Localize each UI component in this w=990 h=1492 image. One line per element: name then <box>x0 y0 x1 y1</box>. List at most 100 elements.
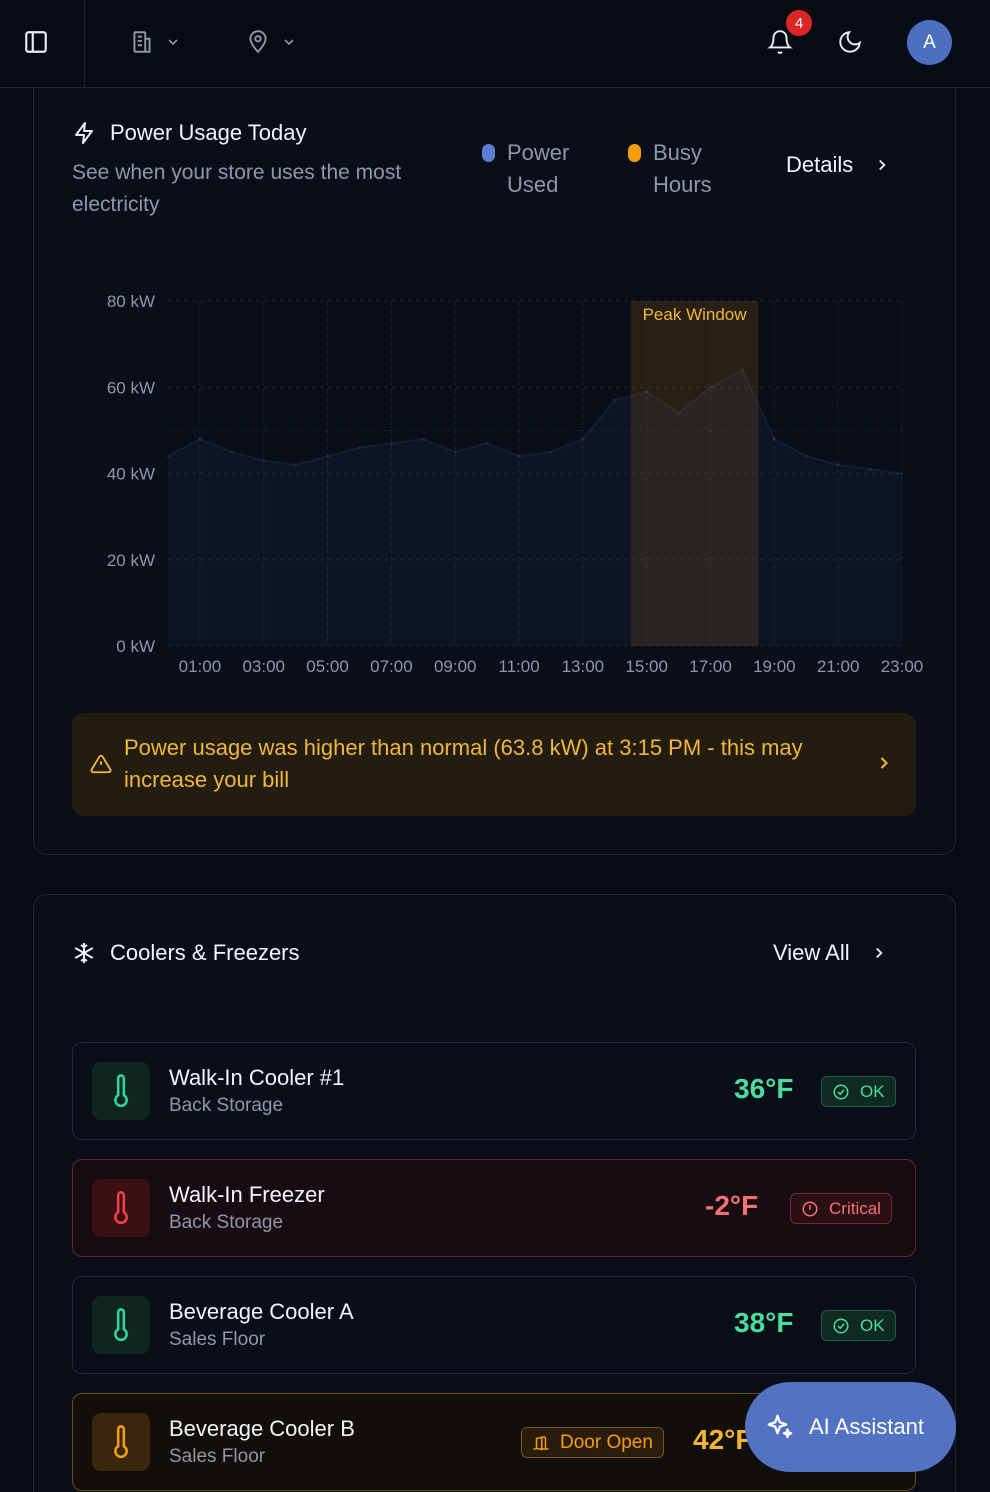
details-label: Details <box>786 152 854 177</box>
power-usage-subtitle: See when your store uses the most electr… <box>72 161 402 216</box>
legend-label: Busy Hours <box>653 140 712 197</box>
bell-icon <box>767 30 793 54</box>
power-usage-chart: Peak Window Threshold: 50 kW 80 kW 60 kW 40 … <box>107 292 924 676</box>
moon-icon <box>839 31 861 53</box>
legend-power-used: Power Used <box>482 137 587 201</box>
map-pin-icon <box>249 30 267 54</box>
cooler-icon-box <box>92 1296 150 1354</box>
x-tick-label: 09:00 <box>434 657 477 676</box>
x-tick-label: 19:00 <box>753 657 796 676</box>
cooler-row[interactable]: Walk-In Freezer Back Storage -2°F Critic… <box>72 1159 916 1257</box>
alert-circle-icon <box>802 1201 818 1216</box>
high-usage-alert[interactable]: Power usage was higher than normal (63.8… <box>72 713 916 816</box>
alert-message: Power usage was higher than normal (63.8… <box>124 735 803 792</box>
status-badge: OK <box>821 1310 896 1341</box>
status-label: Door Open <box>560 1431 653 1453</box>
y-tick-label: 0 kW <box>116 637 155 656</box>
thermometer-icon <box>114 1425 128 1459</box>
cooler-temperature: -2°F <box>705 1190 759 1221</box>
power-used-point <box>389 441 393 445</box>
y-tick-label: 40 kW <box>107 465 155 484</box>
snowflake-icon <box>74 943 94 963</box>
cooler-temperature: 38°F <box>734 1307 794 1338</box>
legend-busy-hours: Busy Hours <box>628 137 733 201</box>
avatar[interactable]: A <box>907 20 952 65</box>
ai-assistant-label: AI Assistant <box>809 1414 924 1439</box>
sidebar-toggle-button[interactable] <box>16 22 56 62</box>
thermometer-icon <box>114 1308 128 1342</box>
status-label: OK <box>860 1315 885 1335</box>
cooler-row[interactable]: Beverage Cooler A Sales Floor 38°F OK <box>72 1276 916 1374</box>
details-button[interactable]: Details <box>786 152 891 178</box>
chevron-down-icon <box>168 39 178 46</box>
peak-window-band <box>630 301 759 646</box>
power-used-point <box>294 463 298 467</box>
power-used-point <box>549 450 553 454</box>
status-badge: Door Open <box>521 1427 664 1458</box>
notifications-button[interactable] <box>760 22 800 62</box>
check-circle-icon <box>833 1084 849 1099</box>
store-selector[interactable] <box>120 22 190 62</box>
view-all-button[interactable]: View All <box>773 940 888 966</box>
top-bar: 4 A <box>0 0 990 88</box>
cooler-temperature: 42°F <box>693 1424 753 1455</box>
legend-label: Power Used <box>507 140 570 197</box>
cooler-location: Back Storage <box>169 1212 284 1233</box>
peak-window-label: Peak Window <box>643 305 748 324</box>
sidebar-toggle-icon <box>25 31 47 53</box>
x-tick-label: 23:00 <box>881 657 924 676</box>
power-used-point <box>613 398 617 402</box>
power-used-point <box>357 446 361 450</box>
topbar-divider <box>84 0 85 88</box>
status-label: Critical <box>829 1198 881 1218</box>
lightning-icon <box>75 122 93 144</box>
sparkles-icon <box>767 1414 793 1439</box>
cooler-name: Beverage Cooler A <box>169 1299 354 1324</box>
y-tick-label: 80 kW <box>107 292 155 311</box>
power-used-area <box>168 370 902 646</box>
power-used-point <box>262 459 266 463</box>
cooler-name: Walk-In Cooler #1 <box>169 1065 345 1090</box>
x-tick-label: 17:00 <box>689 657 732 676</box>
warning-icon <box>90 754 112 774</box>
power-used-point <box>517 454 521 458</box>
y-tick-label: 20 kW <box>107 551 155 570</box>
power-used-point <box>421 437 425 441</box>
cooler-row[interactable]: Walk-In Cooler #1 Back Storage 36°F OK <box>72 1042 916 1140</box>
status-label: OK <box>860 1081 885 1101</box>
power-used-point <box>740 368 744 372</box>
thermometer-icon <box>114 1191 128 1225</box>
x-tick-label: 01:00 <box>179 657 222 676</box>
cooler-location: Sales Floor <box>169 1446 266 1467</box>
x-tick-label: 07:00 <box>370 657 413 676</box>
coolers-header: Coolers & Freezers <box>72 940 300 966</box>
power-used-point <box>645 390 649 394</box>
x-tick-label: 15:00 <box>625 657 668 676</box>
door-open-icon <box>533 1435 549 1450</box>
cooler-name: Beverage Cooler B <box>169 1416 355 1441</box>
chevron-right-icon <box>879 159 886 171</box>
coolers-title: Coolers & Freezers <box>110 940 300 965</box>
status-badge: OK <box>821 1076 896 1107</box>
power-used-point <box>326 454 330 458</box>
power-used-point <box>198 437 202 441</box>
x-tick-label: 03:00 <box>242 657 285 676</box>
legend-swatch <box>628 144 641 162</box>
x-tick-label: 13:00 <box>562 657 605 676</box>
notification-count-badge: 4 <box>786 10 812 36</box>
cooler-icon-box <box>92 1062 150 1120</box>
location-selector[interactable] <box>236 22 306 62</box>
cooler-temperature: 36°F <box>734 1073 794 1104</box>
power-used-point <box>836 463 840 467</box>
x-tick-label: 21:00 <box>817 657 860 676</box>
cooler-icon-box <box>92 1179 150 1237</box>
ai-assistant-button[interactable]: AI Assistant <box>745 1382 956 1472</box>
cooler-location: Back Storage <box>169 1095 284 1116</box>
power-usage-title: Power Usage Today <box>110 120 307 145</box>
cooler-name: Walk-In Freezer <box>169 1182 325 1207</box>
power-used-point <box>709 385 713 389</box>
theme-toggle-button[interactable] <box>830 22 870 62</box>
power-used-point <box>230 450 234 454</box>
y-tick-label: 60 kW <box>107 378 155 397</box>
x-tick-label: 11:00 <box>498 657 539 676</box>
